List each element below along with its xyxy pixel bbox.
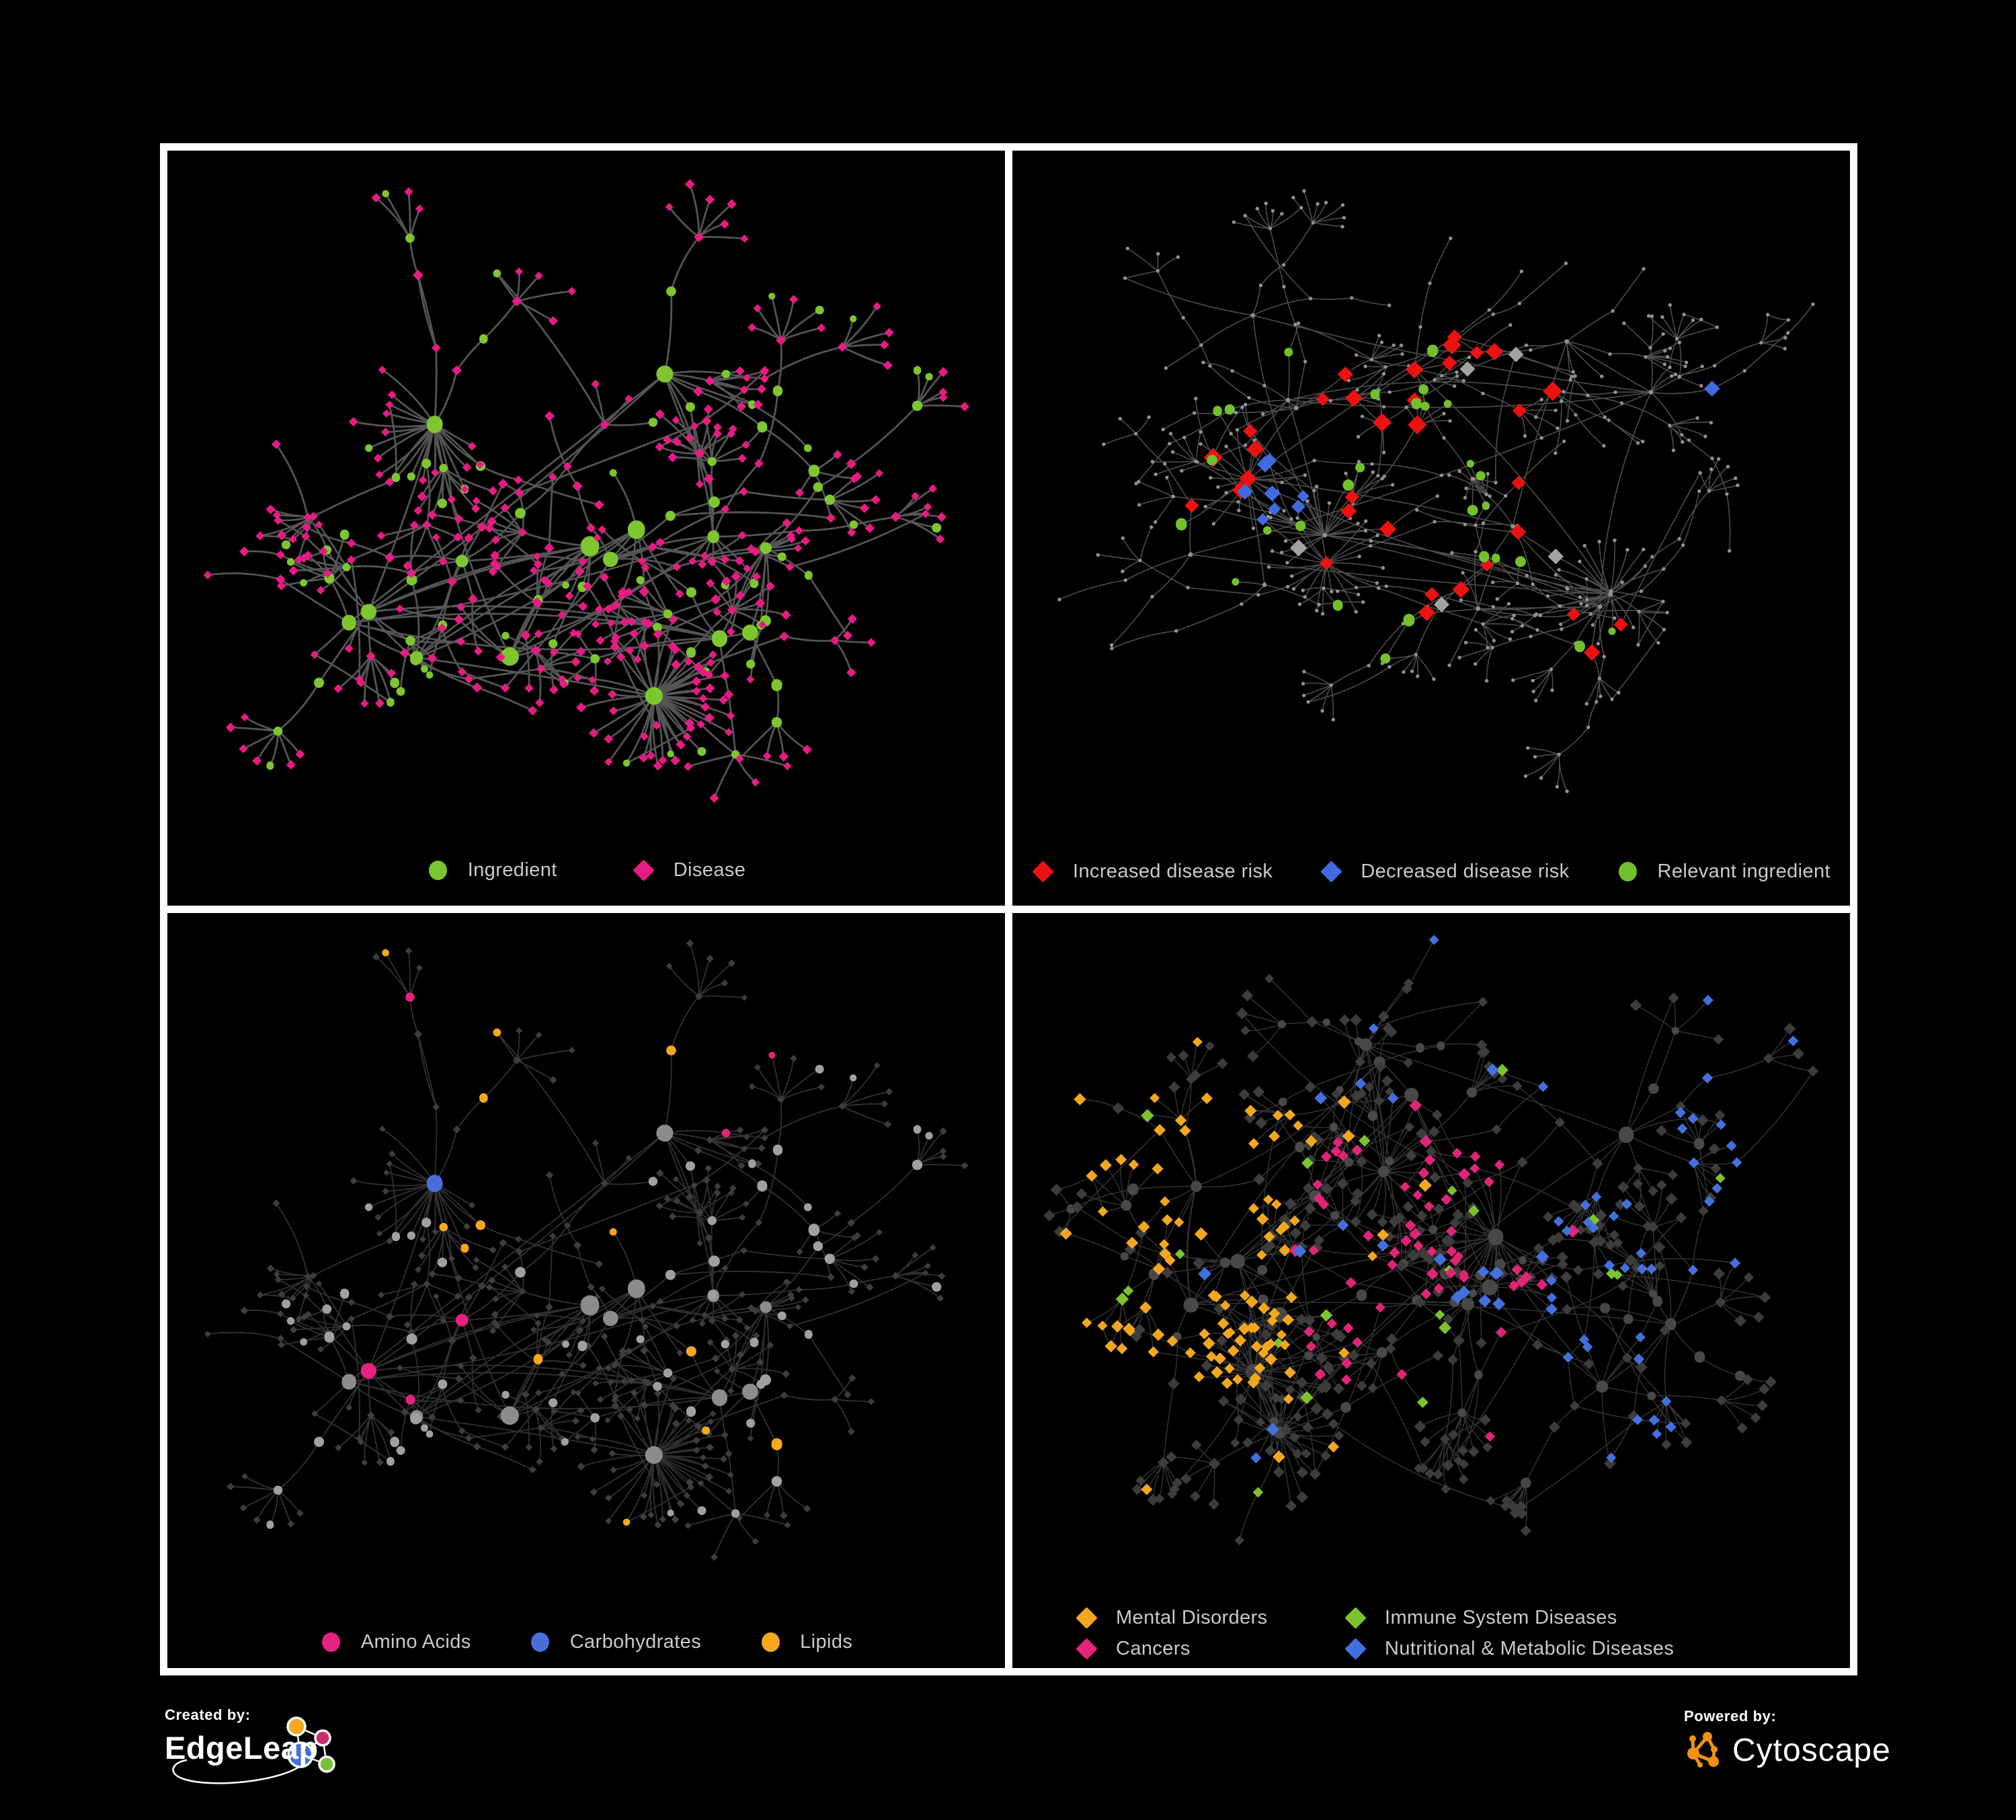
nutrient-classes-network-graph — [204, 939, 969, 1561]
legend-label: Mental Disorders — [1116, 1606, 1268, 1628]
legend-item-amino-acids: Amino Acids — [320, 1630, 471, 1653]
amino-acids-circle-icon — [320, 1630, 343, 1653]
created-by-label: Created by: — [165, 1706, 251, 1723]
legend-label: Increased disease risk — [1072, 860, 1273, 882]
legend-item-carbohydrates: Carbohydrates — [529, 1630, 701, 1653]
disease-risk-network-graph — [1057, 189, 1815, 793]
network-nodes — [1043, 935, 1819, 1546]
legend-label: Carbohydrates — [569, 1630, 702, 1653]
nutritional-metabolic-diamond-icon — [1344, 1637, 1367, 1660]
network-edges — [1059, 190, 1814, 792]
legend-item-increased-risk: Increased disease risk — [1032, 860, 1273, 883]
nutrient-classes-panel: Amino Acids Carbohydrates Lipids — [167, 913, 1005, 1668]
network-nodes — [203, 179, 970, 803]
legend-item-mental-disorders: Mental Disorders — [1075, 1606, 1344, 1629]
ingredient-circle-icon — [427, 859, 450, 881]
powered-by-block: Powered by: Cytoscape — [1684, 1708, 1899, 1782]
edgeleap-brand-text: EdgeLeap — [165, 1730, 319, 1766]
disease-risk-legend: Increased disease risk Decreased disease… — [1012, 860, 1850, 883]
legend-label: Cancers — [1116, 1637, 1191, 1659]
edgeleap-logo-icon — [172, 1716, 335, 1784]
legend-item-cancers: Cancers — [1075, 1637, 1344, 1660]
cancers-diamond-icon — [1075, 1637, 1098, 1660]
ingredient-disease-panel: Ingredient Disease — [167, 151, 1005, 906]
legend-item-decreased-risk: Decreased disease risk — [1320, 860, 1569, 883]
cytoscape-logo-icon — [1687, 1732, 1719, 1768]
carbohydrates-circle-icon — [529, 1630, 552, 1653]
legend-label: Relevant ingredient — [1657, 860, 1831, 882]
created-by-block: Created by: EdgeLeap — [165, 1706, 366, 1794]
legend-item-ingredient: Ingredient — [427, 859, 557, 881]
legend-item-disease: Disease — [633, 859, 746, 881]
legend-label: Lipids — [800, 1630, 853, 1653]
legend-item-immune-diseases: Immune System Diseases — [1344, 1606, 1787, 1629]
network-nodes — [204, 939, 969, 1561]
legend-item-relevant-ingredient: Relevant ingredient — [1617, 860, 1830, 883]
powered-by-label: Powered by: — [1684, 1708, 1777, 1725]
network-nodes — [1057, 189, 1815, 793]
disease-risk-panel: Increased disease risk Decreased disease… — [1012, 151, 1850, 906]
legend-label: Ingredient — [467, 859, 557, 881]
legend-label: Immune System Diseases — [1385, 1606, 1617, 1628]
cytoscape-brand-text: Cytoscape — [1732, 1732, 1891, 1768]
network-edges — [207, 943, 965, 1558]
lipids-circle-icon — [759, 1630, 782, 1653]
relevant-ingredient-circle-icon — [1617, 860, 1640, 883]
increased-risk-diamond-icon — [1032, 860, 1055, 883]
figure-frame: Ingredient Disease Increased disease ris… — [160, 143, 1857, 1675]
disease-diamond-icon — [633, 859, 655, 881]
legend-item-nutritional-metabolic: Nutritional & Metabolic Diseases — [1344, 1637, 1787, 1660]
legend-item-lipids: Lipids — [759, 1630, 852, 1653]
legend-label: Amino Acids — [360, 1630, 471, 1653]
disease-classes-network-graph — [1043, 935, 1819, 1546]
ingredient-disease-network-graph — [203, 179, 970, 803]
immune-diseases-diamond-icon — [1344, 1606, 1367, 1629]
mental-disorders-diamond-icon — [1075, 1606, 1098, 1629]
disease-classes-panel: Mental Disorders Immune System Diseases … — [1012, 913, 1850, 1668]
legend-label: Nutritional & Metabolic Diseases — [1385, 1637, 1675, 1659]
legend-label: Decreased disease risk — [1361, 860, 1570, 882]
ingredient-disease-legend: Ingredient Disease — [167, 859, 1005, 881]
disease-classes-legend: Mental Disorders Immune System Diseases … — [1012, 1606, 1850, 1660]
nutrient-classes-legend: Amino Acids Carbohydrates Lipids — [167, 1630, 1005, 1653]
decreased-risk-diamond-icon — [1320, 860, 1342, 883]
legend-label: Disease — [673, 859, 746, 881]
network-edges — [206, 183, 966, 799]
